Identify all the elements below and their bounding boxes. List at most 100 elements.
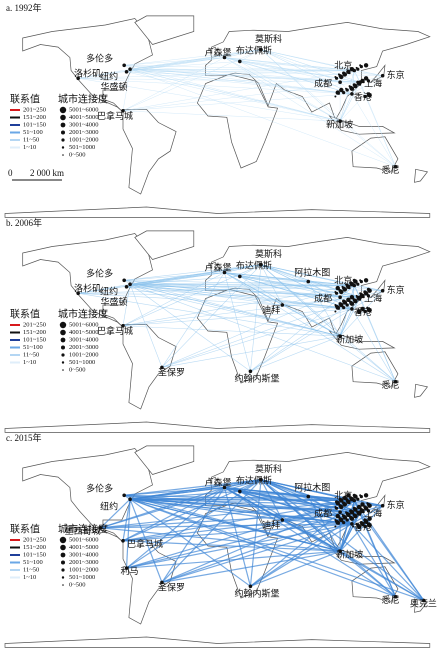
link-line — [224, 57, 341, 83]
city-dot — [349, 295, 355, 300]
legend-item: 4001~5000 — [69, 329, 99, 336]
city-dot — [122, 493, 126, 498]
link-line — [260, 49, 353, 95]
link-line — [122, 284, 131, 326]
city-dot — [338, 497, 342, 501]
legend-item: 501~1000 — [69, 574, 95, 581]
city-label: 华盛顿 — [101, 296, 128, 307]
legend-dot — [59, 106, 67, 114]
city-dot — [346, 297, 351, 302]
link-line — [239, 49, 262, 62]
city-dot — [121, 109, 125, 113]
link-line — [126, 487, 225, 569]
city-label: 巴拿马城 — [97, 110, 133, 121]
city-label: 布达佩斯 — [236, 259, 272, 270]
link-line — [224, 49, 262, 58]
city-dot — [393, 164, 398, 169]
city-dot — [338, 334, 342, 339]
city-dot — [339, 87, 344, 93]
city-label: 圣保罗 — [158, 581, 185, 592]
link-line — [130, 283, 341, 337]
city-dot — [358, 295, 362, 300]
link-line — [351, 523, 425, 602]
city-dot — [380, 288, 385, 293]
city-dot — [352, 278, 356, 282]
city-label: 利马 — [121, 565, 139, 576]
link-line — [223, 487, 252, 587]
city-dot — [359, 521, 363, 525]
legend-title: 联系值 — [10, 92, 40, 105]
city-dot — [342, 71, 346, 75]
link-line — [260, 264, 353, 310]
link-line — [224, 486, 425, 602]
city-dot — [346, 69, 351, 75]
scale-label: 0 — [8, 168, 13, 178]
city-label: 华盛顿 — [101, 81, 128, 92]
link-line — [78, 293, 341, 337]
link-line — [224, 486, 353, 525]
link-line — [122, 479, 262, 542]
link-line — [161, 479, 262, 583]
legend-item: 3001~4000 — [69, 551, 99, 558]
link-line — [339, 290, 383, 337]
city-dot — [128, 67, 132, 71]
link-line — [124, 272, 225, 281]
legend-dot — [61, 353, 65, 357]
city-dot — [122, 278, 126, 283]
link-line — [129, 284, 163, 368]
link-line — [124, 479, 262, 496]
link-line — [224, 57, 396, 167]
link-line — [260, 49, 341, 122]
link-line — [126, 479, 262, 569]
city-dot — [334, 95, 337, 98]
link-line — [130, 281, 309, 285]
link-line — [122, 272, 225, 327]
legend-item: 1001~2000 — [69, 136, 99, 143]
link-line — [351, 505, 383, 525]
link-line — [224, 57, 341, 122]
city-dot — [363, 278, 369, 283]
legend-item: 0~500 — [69, 151, 86, 158]
city-dot — [380, 503, 385, 508]
city-dot — [334, 500, 339, 504]
link-line — [122, 264, 262, 327]
legend-item: 501~1000 — [69, 144, 95, 151]
link-line — [129, 498, 251, 587]
link-line — [78, 78, 352, 95]
link-line — [249, 479, 262, 587]
link-line — [130, 283, 355, 286]
link-line — [100, 498, 131, 529]
link-line — [122, 540, 341, 552]
city-label: 多伦多 — [86, 267, 113, 278]
legend-item: 5001~6000 — [69, 321, 99, 328]
scale-label: 2 000 km — [30, 168, 64, 178]
legend-title: 城市连接度 — [58, 92, 108, 105]
link-line — [224, 479, 262, 489]
city-dot — [76, 291, 80, 296]
city-dot — [128, 497, 132, 502]
link-line — [224, 57, 355, 71]
legend-item: 3001~4000 — [69, 336, 99, 343]
link-line — [308, 281, 341, 337]
legend-item: 1001~2000 — [69, 351, 99, 358]
legend-item: 0~500 — [69, 581, 86, 588]
city-dot — [338, 80, 342, 84]
legend-item: 11~50 — [23, 351, 39, 358]
link-line — [126, 71, 341, 122]
link-line — [260, 264, 283, 306]
legend-dot — [60, 337, 66, 343]
city-dot — [76, 76, 80, 81]
link-line — [250, 264, 262, 372]
link-line — [224, 272, 355, 286]
city-label: 卢森堡 — [204, 262, 231, 273]
legend-dot — [60, 552, 66, 558]
legend-item: 11~50 — [23, 566, 39, 573]
link-line — [260, 479, 396, 598]
city-label: 迪拜 — [262, 519, 280, 530]
link-line — [122, 486, 225, 542]
city-label: 悉尼 — [382, 164, 400, 175]
city-dot — [334, 310, 337, 313]
city-dot — [349, 509, 353, 513]
legend-item: 2001~3000 — [69, 559, 99, 566]
city-dot — [259, 262, 263, 267]
